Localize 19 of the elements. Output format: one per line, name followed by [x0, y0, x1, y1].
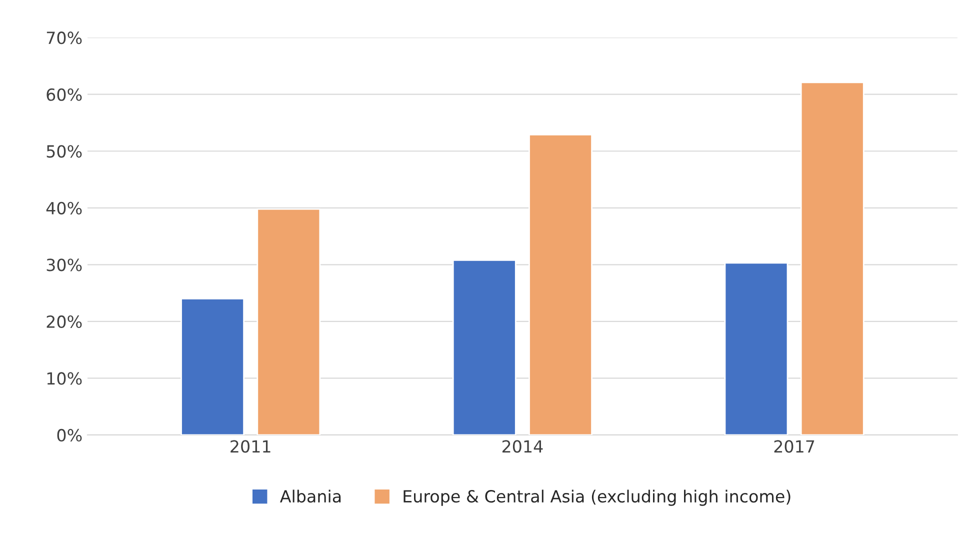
bar	[256, 208, 321, 435]
legend-label: Europe & Central Asia (excluding high income)	[404, 490, 790, 506]
x-tick-label: 2014	[502, 440, 543, 453]
bar	[528, 134, 592, 435]
y-tick-label: 60%	[46, 88, 82, 101]
bar	[724, 262, 788, 435]
y-tick-label: 50%	[46, 145, 82, 158]
x-tick-label: 2017	[774, 440, 814, 453]
y-tick-label: 40%	[46, 202, 82, 214]
y-tick-label: 70%	[46, 32, 82, 44]
bar	[452, 259, 516, 435]
bar	[800, 82, 864, 435]
y-tick-label: 20%	[46, 315, 82, 328]
bar	[180, 298, 244, 435]
y-tick-label: 10%	[47, 372, 82, 385]
y-tick-label: 30%	[46, 258, 82, 272]
legend-label: Albania	[280, 490, 341, 503]
y-tick-label: 0%	[57, 428, 82, 442]
x-tick-label: 2011	[230, 440, 270, 453]
